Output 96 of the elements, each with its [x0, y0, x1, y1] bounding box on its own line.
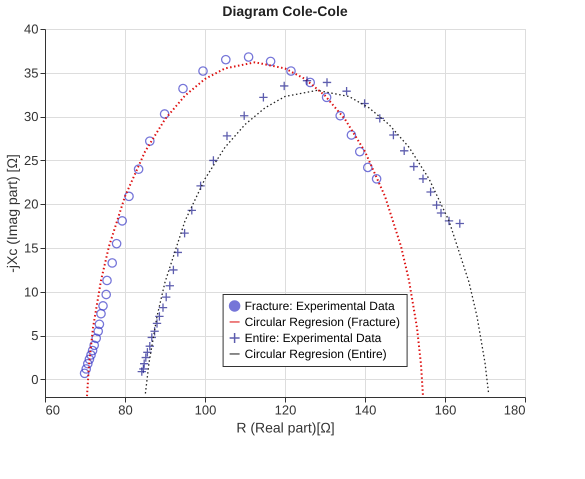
point	[258, 92, 268, 102]
point	[101, 290, 112, 300]
y-tick-label: 10	[24, 284, 38, 300]
point	[117, 216, 128, 226]
point	[372, 174, 382, 184]
point	[454, 218, 465, 228]
legend-label: Fracture: Experimental Data	[244, 298, 395, 313]
y-axis-title: -jXc (Imag part) [Ω]	[4, 154, 20, 273]
point	[88, 346, 98, 356]
point	[362, 162, 373, 172]
point	[302, 76, 312, 86]
y-tick-label: 15	[24, 240, 38, 256]
legend-label: Entire: Experimental Data	[244, 330, 382, 345]
point	[160, 109, 170, 119]
y-tick-label: 0	[31, 372, 38, 387]
point	[408, 162, 419, 172]
point	[136, 366, 147, 376]
point	[112, 238, 122, 248]
point	[222, 131, 232, 141]
point	[354, 146, 365, 156]
point	[152, 318, 162, 328]
point	[342, 86, 352, 96]
point	[96, 308, 106, 319]
point	[335, 110, 346, 121]
point	[180, 228, 190, 238]
point	[239, 110, 250, 121]
point	[426, 187, 436, 197]
point	[244, 52, 254, 62]
point	[107, 258, 118, 268]
x-tick-label: 60	[46, 402, 60, 418]
point	[93, 326, 104, 336]
y-tick-label: 5	[31, 328, 38, 344]
point	[154, 312, 164, 322]
line-series	[144, 90, 490, 394]
point	[161, 292, 172, 302]
point	[144, 341, 155, 352]
point	[360, 98, 370, 108]
point	[124, 192, 134, 202]
point	[444, 216, 454, 226]
point	[144, 136, 155, 146]
y-tick-label: 40	[24, 22, 38, 36]
point	[81, 364, 92, 374]
point	[436, 208, 446, 218]
y-tick-label: 25	[24, 152, 38, 168]
chart-title: Diagram Cole-Cole	[222, 3, 348, 19]
point	[418, 174, 428, 184]
point	[399, 146, 410, 156]
line-series	[86, 61, 424, 398]
point	[186, 206, 197, 216]
point	[178, 84, 188, 94]
point	[266, 56, 276, 66]
point	[80, 368, 90, 378]
point	[94, 319, 104, 330]
x-tick-label: 180	[504, 402, 526, 418]
point	[432, 200, 442, 210]
x-tick-label: 140	[354, 402, 376, 418]
point	[84, 354, 94, 364]
point	[346, 130, 356, 140]
point	[305, 78, 316, 88]
point	[198, 66, 208, 76]
point	[142, 347, 152, 358]
point	[220, 54, 231, 64]
point	[89, 340, 100, 350]
point	[98, 301, 108, 311]
point	[279, 81, 290, 91]
point	[86, 350, 96, 360]
point	[138, 364, 148, 374]
point	[322, 92, 332, 102]
point	[158, 302, 168, 312]
x-tick-label: 120	[274, 402, 296, 418]
legend-label: Circular Regresion (Entire)	[244, 346, 387, 361]
point	[388, 130, 398, 140]
legend-label: Circular Regresion (Fracture)	[244, 314, 400, 329]
point	[91, 333, 102, 344]
point	[139, 358, 150, 369]
y-tick-label: 20	[24, 196, 38, 212]
point	[102, 276, 112, 286]
point	[172, 248, 183, 258]
point	[82, 358, 93, 369]
point	[134, 164, 144, 174]
y-tick-label: 30	[24, 109, 38, 124]
x-tick-label: 100	[194, 402, 216, 418]
point	[196, 181, 206, 191]
point	[374, 114, 385, 124]
point	[146, 332, 157, 342]
x-axis-title: R (Real part)[Ω]	[236, 420, 335, 436]
x-tick-label: 160	[434, 402, 456, 418]
point	[140, 352, 151, 362]
y-tick-label: 35	[24, 65, 38, 80]
point	[286, 66, 296, 76]
x-tick-label: 80	[118, 402, 133, 418]
point	[164, 280, 175, 291]
point	[150, 326, 160, 336]
point	[322, 78, 332, 88]
point	[168, 265, 178, 275]
point	[208, 156, 218, 166]
